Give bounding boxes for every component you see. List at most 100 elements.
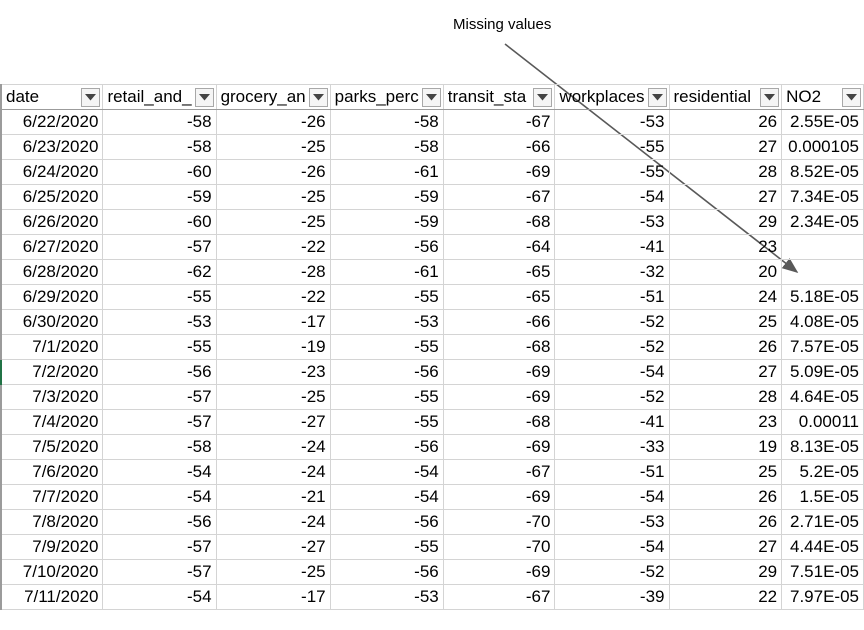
column-header[interactable]: NO2 — [781, 84, 864, 110]
filter-dropdown-arrow-icon[interactable] — [842, 88, 861, 107]
filter-dropdown-arrow-icon[interactable] — [647, 88, 667, 107]
table-cell[interactable]: 1.5E-05 — [781, 484, 864, 510]
table-cell[interactable]: -53 — [554, 209, 670, 235]
table-cell[interactable]: 7.97E-05 — [781, 584, 864, 610]
table-cell[interactable]: 7.51E-05 — [781, 559, 864, 585]
table-cell[interactable]: -41 — [554, 409, 670, 435]
filter-dropdown-arrow-icon[interactable] — [194, 88, 214, 107]
table-cell[interactable]: -53 — [554, 109, 670, 135]
table-cell[interactable]: 27 — [668, 534, 783, 560]
table-cell[interactable]: -56 — [102, 509, 217, 535]
table-cell[interactable]: -54 — [329, 459, 444, 485]
table-cell[interactable]: 20 — [668, 259, 783, 285]
table-cell[interactable]: -69 — [442, 559, 556, 585]
table-cell[interactable]: 29 — [668, 209, 783, 235]
filter-dropdown-arrow-icon[interactable] — [760, 88, 780, 107]
table-cell[interactable]: 23 — [668, 234, 783, 260]
table-cell[interactable]: -56 — [102, 359, 217, 385]
table-cell[interactable]: 6/25/2020 — [0, 184, 104, 210]
table-cell[interactable]: -54 — [102, 584, 217, 610]
table-cell[interactable]: -65 — [442, 284, 556, 310]
column-header[interactable]: workplaces — [554, 84, 670, 110]
table-cell[interactable]: -67 — [442, 459, 556, 485]
table-cell[interactable] — [781, 259, 864, 285]
table-cell[interactable]: 23 — [668, 409, 783, 435]
table-cell[interactable]: -55 — [329, 284, 444, 310]
table-cell[interactable]: 26 — [668, 509, 783, 535]
table-cell[interactable]: -54 — [329, 484, 444, 510]
table-cell[interactable]: -57 — [102, 409, 217, 435]
filter-dropdown-arrow-icon[interactable] — [308, 88, 328, 107]
table-cell[interactable]: -62 — [102, 259, 217, 285]
table-cell[interactable]: 26 — [668, 109, 783, 135]
table-cell[interactable]: -52 — [554, 384, 670, 410]
table-cell[interactable]: -27 — [215, 534, 331, 560]
table-cell[interactable]: 6/28/2020 — [0, 259, 104, 285]
table-cell[interactable]: -52 — [554, 334, 670, 360]
table-cell[interactable]: 7/2/2020 — [0, 359, 104, 385]
table-cell[interactable]: -57 — [102, 534, 217, 560]
table-cell[interactable]: -22 — [215, 234, 331, 260]
table-cell[interactable]: -70 — [442, 534, 556, 560]
table-cell[interactable]: -25 — [215, 559, 331, 585]
table-cell[interactable]: 7/5/2020 — [0, 434, 104, 460]
table-cell[interactable]: 7/1/2020 — [0, 334, 104, 360]
table-cell[interactable]: -65 — [442, 259, 556, 285]
table-cell[interactable]: -17 — [215, 309, 331, 335]
table-cell[interactable]: -55 — [554, 134, 670, 160]
table-cell[interactable]: -58 — [102, 109, 217, 135]
table-cell[interactable]: -24 — [215, 509, 331, 535]
table-cell[interactable]: -67 — [442, 109, 556, 135]
table-cell[interactable]: -25 — [215, 134, 331, 160]
table-cell[interactable]: 24 — [668, 284, 783, 310]
table-cell[interactable]: 6/24/2020 — [0, 159, 104, 185]
table-cell[interactable]: -69 — [442, 384, 556, 410]
table-cell[interactable]: 6/27/2020 — [0, 234, 104, 260]
table-cell[interactable]: -54 — [554, 534, 670, 560]
table-cell[interactable]: -53 — [329, 584, 444, 610]
table-cell[interactable]: -54 — [554, 184, 670, 210]
table-cell[interactable]: -70 — [442, 509, 556, 535]
table-cell[interactable]: -59 — [102, 184, 217, 210]
table-cell[interactable]: 7/7/2020 — [0, 484, 104, 510]
table-cell[interactable]: -55 — [102, 334, 217, 360]
table-cell[interactable]: -26 — [215, 159, 331, 185]
spreadsheet-grid[interactable]: date retail_and_ grocery_an parks_perc trans… — [0, 84, 864, 610]
table-cell[interactable]: 7/3/2020 — [0, 384, 104, 410]
table-cell[interactable]: 2.71E-05 — [781, 509, 864, 535]
table-cell[interactable]: 26 — [668, 334, 783, 360]
table-cell[interactable]: -24 — [215, 434, 331, 460]
table-cell[interactable]: 26 — [668, 484, 783, 510]
filter-dropdown-arrow-icon[interactable] — [421, 88, 441, 107]
table-cell[interactable]: 2.55E-05 — [781, 109, 864, 135]
table-cell[interactable]: 27 — [668, 134, 783, 160]
table-cell[interactable]: -56 — [329, 434, 444, 460]
table-cell[interactable]: 7/6/2020 — [0, 459, 104, 485]
table-cell[interactable]: 7.57E-05 — [781, 334, 864, 360]
table-cell[interactable]: -54 — [554, 359, 670, 385]
table-cell[interactable]: -60 — [102, 209, 217, 235]
table-cell[interactable]: 25 — [668, 459, 783, 485]
table-cell[interactable]: -56 — [329, 234, 444, 260]
table-cell[interactable]: -66 — [442, 309, 556, 335]
column-header[interactable]: retail_and_ — [102, 84, 217, 110]
table-cell[interactable]: -66 — [442, 134, 556, 160]
table-cell[interactable]: 0.000105 — [781, 134, 864, 160]
table-cell[interactable]: -55 — [102, 284, 217, 310]
column-header[interactable]: parks_perc — [329, 84, 444, 110]
table-cell[interactable]: -68 — [442, 409, 556, 435]
table-cell[interactable]: 5.09E-05 — [781, 359, 864, 385]
table-cell[interactable]: 27 — [668, 359, 783, 385]
table-cell[interactable]: -55 — [329, 384, 444, 410]
column-header[interactable]: grocery_an — [215, 84, 331, 110]
table-cell[interactable]: -53 — [102, 309, 217, 335]
table-cell[interactable]: -54 — [102, 459, 217, 485]
table-cell[interactable]: 8.52E-05 — [781, 159, 864, 185]
table-cell[interactable]: 4.08E-05 — [781, 309, 864, 335]
table-cell[interactable]: 6/30/2020 — [0, 309, 104, 335]
table-cell[interactable]: -69 — [442, 484, 556, 510]
table-cell[interactable]: -57 — [102, 234, 217, 260]
table-cell[interactable]: -54 — [554, 484, 670, 510]
table-cell[interactable]: -25 — [215, 209, 331, 235]
table-cell[interactable]: -21 — [215, 484, 331, 510]
